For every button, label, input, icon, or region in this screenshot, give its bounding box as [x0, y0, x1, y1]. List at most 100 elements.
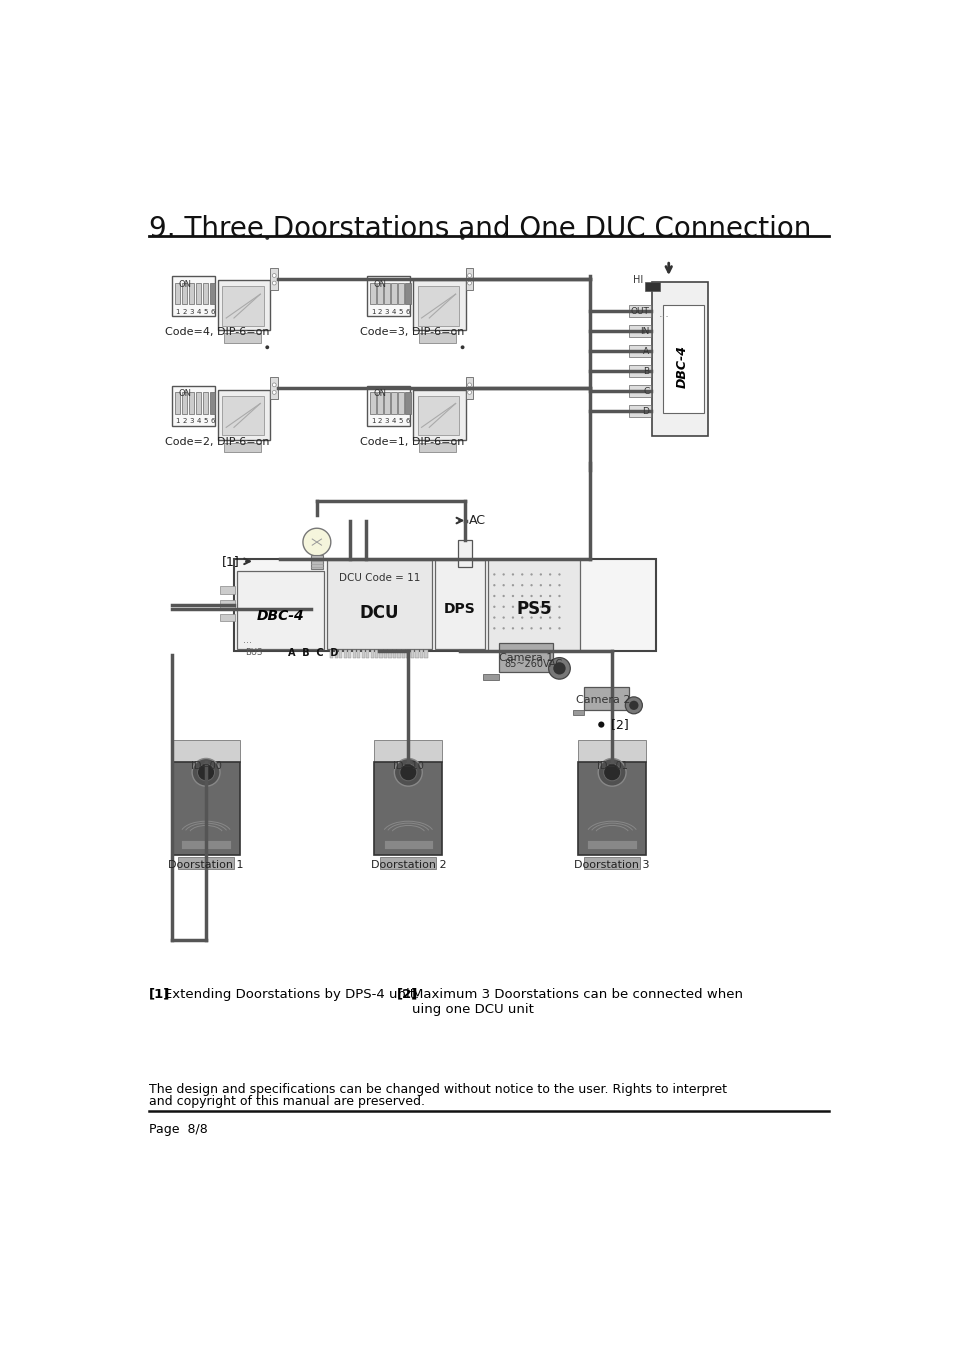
Circle shape — [558, 616, 560, 619]
Text: Page  8/8: Page 8/8 — [149, 1124, 207, 1136]
Text: A  B  C  D: A B C D — [288, 649, 338, 658]
Bar — [217, 390, 270, 440]
Bar — [413, 280, 465, 330]
Bar — [193, 747, 201, 761]
Circle shape — [530, 584, 532, 586]
Circle shape — [629, 701, 638, 709]
Bar — [172, 386, 214, 425]
Circle shape — [394, 758, 422, 787]
Circle shape — [192, 758, 220, 787]
Text: 3: 3 — [190, 309, 193, 315]
Bar — [578, 741, 645, 761]
Text: 5: 5 — [203, 418, 208, 424]
Circle shape — [558, 594, 560, 597]
Bar — [172, 761, 240, 856]
Circle shape — [530, 605, 532, 608]
Circle shape — [548, 627, 551, 630]
Text: The design and specifications can be changed without notice to the user. Rights : The design and specifications can be cha… — [149, 1083, 726, 1095]
Text: ON: ON — [178, 389, 191, 398]
Bar — [644, 282, 659, 291]
Text: DBC-4: DBC-4 — [675, 345, 688, 389]
Text: Code=4, DIP-6=on: Code=4, DIP-6=on — [165, 328, 270, 337]
Bar — [384, 650, 387, 658]
Bar — [419, 650, 422, 658]
Bar — [417, 395, 459, 435]
Circle shape — [530, 573, 532, 575]
Circle shape — [511, 627, 514, 630]
Circle shape — [272, 274, 276, 278]
Bar — [370, 391, 375, 413]
Circle shape — [467, 390, 471, 394]
Text: 2: 2 — [182, 309, 187, 315]
Bar — [405, 391, 410, 413]
Bar — [343, 650, 346, 658]
Bar — [411, 650, 414, 658]
Circle shape — [558, 605, 560, 608]
Bar — [465, 268, 473, 290]
Text: DBC-4: DBC-4 — [256, 609, 304, 623]
Circle shape — [511, 605, 514, 608]
Text: 5: 5 — [203, 309, 208, 315]
Bar — [424, 650, 427, 658]
Bar — [374, 741, 442, 761]
Bar — [220, 600, 235, 608]
Text: 3: 3 — [384, 309, 389, 315]
Bar — [629, 305, 650, 317]
Text: Code=3, DIP-6=on: Code=3, DIP-6=on — [360, 328, 464, 337]
Circle shape — [548, 573, 551, 575]
Bar — [203, 283, 208, 305]
Bar — [220, 613, 235, 621]
Bar — [583, 686, 629, 709]
Bar — [338, 650, 342, 658]
Text: 4: 4 — [392, 309, 395, 315]
Bar — [327, 559, 431, 649]
Bar — [572, 709, 583, 715]
Text: 85~260VAC: 85~260VAC — [504, 659, 562, 669]
Circle shape — [502, 584, 504, 586]
Circle shape — [493, 594, 495, 597]
Text: 6: 6 — [211, 309, 214, 315]
Text: 3: 3 — [384, 418, 389, 424]
Text: IN: IN — [639, 326, 649, 336]
Circle shape — [558, 584, 560, 586]
Bar — [224, 443, 261, 452]
Circle shape — [493, 584, 495, 586]
Text: 5: 5 — [398, 418, 403, 424]
Bar — [335, 650, 337, 658]
Bar — [395, 747, 403, 761]
Circle shape — [511, 573, 514, 575]
Text: 2: 2 — [377, 309, 382, 315]
Text: ···: ··· — [658, 313, 669, 322]
Circle shape — [511, 584, 514, 586]
Bar — [182, 391, 187, 413]
Bar — [224, 333, 261, 343]
Circle shape — [548, 584, 551, 586]
Bar — [210, 283, 215, 305]
Bar — [189, 391, 194, 413]
Text: ID=10: ID=10 — [393, 761, 423, 772]
Circle shape — [467, 274, 471, 278]
Bar — [182, 283, 187, 305]
Circle shape — [460, 236, 464, 240]
Circle shape — [598, 722, 604, 727]
Circle shape — [530, 616, 532, 619]
Text: 1: 1 — [371, 309, 375, 315]
Circle shape — [502, 605, 504, 608]
Text: Extending Doorstations by DPS-4 unit.: Extending Doorstations by DPS-4 unit. — [164, 988, 419, 1001]
Bar — [629, 325, 650, 337]
Circle shape — [520, 627, 523, 630]
Bar — [203, 391, 208, 413]
Text: [1]: [1] — [221, 555, 239, 567]
Bar — [222, 287, 264, 326]
Bar — [599, 747, 607, 761]
Text: 3: 3 — [190, 418, 193, 424]
Bar — [397, 283, 403, 305]
Bar — [629, 366, 650, 378]
Text: 6: 6 — [405, 309, 410, 315]
Bar — [417, 287, 459, 326]
Circle shape — [272, 390, 276, 394]
Bar — [348, 650, 351, 658]
Circle shape — [502, 627, 504, 630]
Bar — [418, 443, 456, 452]
Circle shape — [502, 594, 504, 597]
